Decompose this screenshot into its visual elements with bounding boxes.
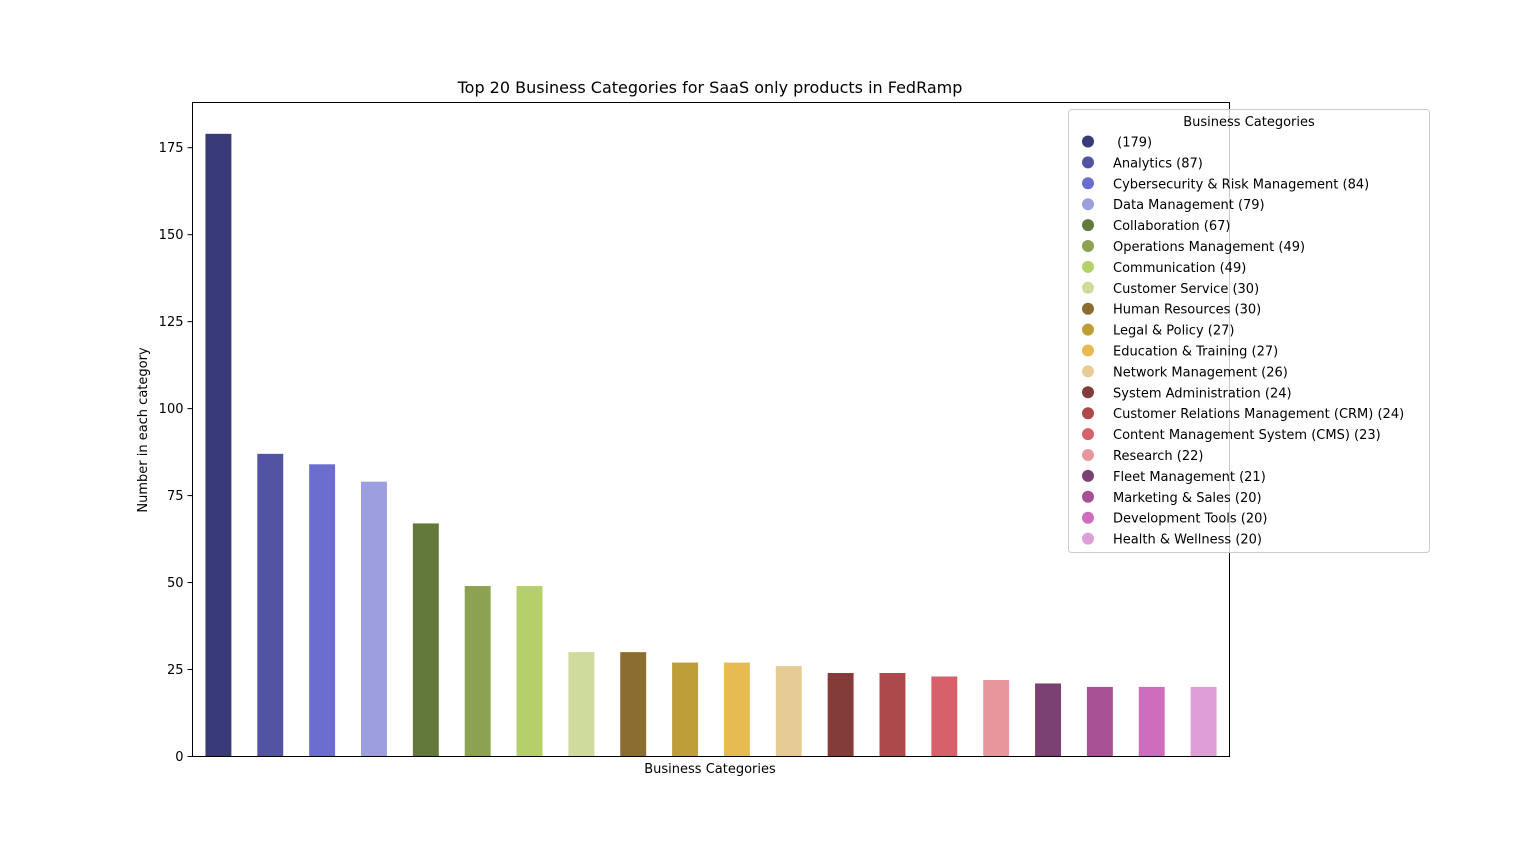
legend-label: Marketing & Sales (20) [1113, 491, 1262, 506]
y-tick-label: 100 [159, 402, 184, 417]
bar-1 [205, 133, 232, 757]
legend-label: Legal & Policy (27) [1113, 324, 1234, 339]
legend-title: Business Categories [1183, 115, 1315, 130]
bar-15 [931, 676, 958, 757]
legend-label: Operations Management (49) [1113, 240, 1305, 255]
legend-label: Fleet Management (21) [1113, 470, 1266, 485]
y-tick-label: 125 [159, 315, 184, 330]
chart-title: Top 20 Business Categories for SaaS only… [457, 78, 963, 97]
legend-marker [1082, 156, 1094, 169]
legend-marker [1082, 323, 1094, 336]
legend-marker [1082, 365, 1094, 378]
legend-label: Cybersecurity & Risk Management (84) [1113, 177, 1369, 192]
y-axis: 0 25 50 75 100 125 150 175 [159, 141, 193, 765]
legend-marker [1082, 469, 1094, 482]
y-tick-label: 150 [159, 228, 184, 243]
bar-9 [620, 652, 647, 757]
legend-label: Customer Service (30) [1113, 282, 1259, 297]
legend-items: (179) Analytics (87) Cybersecurity & Risk … [1082, 135, 1404, 548]
bar-14 [879, 673, 906, 757]
legend-marker [1082, 281, 1094, 294]
legend-marker [1082, 386, 1094, 399]
legend-marker [1082, 428, 1094, 441]
legend-label: Human Resources (30) [1113, 303, 1261, 318]
legend-marker [1082, 511, 1094, 524]
legend-marker [1082, 177, 1094, 190]
legend-marker [1082, 490, 1094, 503]
y-tick-label: 175 [159, 141, 184, 156]
legend-marker [1082, 449, 1094, 461]
bar-5 [412, 523, 439, 757]
y-tick-label: 0 [175, 750, 183, 765]
bar-17 [1035, 683, 1061, 757]
bars-group [205, 133, 1217, 757]
legend-label: (179) [1113, 136, 1152, 151]
legend-label: Analytics (87) [1113, 156, 1203, 171]
bar-8 [568, 652, 595, 757]
y-tick-label: 50 [167, 576, 184, 591]
legend-frame [1068, 109, 1430, 553]
legend-label: Network Management (26) [1113, 365, 1288, 380]
legend-marker [1082, 135, 1094, 148]
legend-marker [1082, 407, 1094, 420]
y-axis-label: Number in each category [136, 347, 151, 513]
legend-marker [1082, 240, 1094, 252]
legend-marker [1082, 532, 1094, 545]
bar-6 [464, 586, 491, 757]
legend-label: Health & Wellness (20) [1113, 533, 1262, 548]
y-tick-label: 75 [167, 489, 184, 504]
legend-label: Content Management System (CMS) (23) [1113, 428, 1381, 443]
legend-label: Data Management (79) [1113, 198, 1265, 213]
legend-label: Development Tools (20) [1113, 512, 1268, 527]
bar-11 [723, 662, 750, 757]
bar-2 [257, 453, 284, 757]
legend-label: Education & Training (27) [1113, 345, 1278, 360]
legend-label: Research (22) [1113, 449, 1203, 464]
bar-16 [983, 679, 1010, 757]
legend-marker [1082, 344, 1094, 357]
bar-3 [309, 464, 336, 757]
bar-19 [1138, 686, 1165, 757]
bar-7 [516, 586, 543, 757]
legend-label: Customer Relations Management (CRM) (24) [1113, 407, 1404, 422]
bar-20 [1190, 686, 1217, 757]
bar-18 [1086, 686, 1113, 757]
legend: Business Categories (179) Analytics (87) C… [1068, 109, 1430, 553]
legend-label: System Administration (24) [1113, 386, 1292, 401]
x-axis-label: Business Categories [644, 762, 776, 777]
bar-12 [775, 666, 802, 757]
bar-13 [827, 673, 854, 757]
legend-marker [1082, 219, 1094, 232]
bar-10 [672, 662, 699, 757]
bar-4 [361, 481, 387, 757]
legend-marker [1082, 260, 1094, 273]
legend-marker [1082, 302, 1094, 315]
y-tick-label: 25 [167, 663, 184, 678]
legend-label: Communication (49) [1113, 261, 1246, 276]
legend-label: Collaboration (67) [1113, 219, 1230, 234]
legend-marker [1082, 198, 1094, 211]
